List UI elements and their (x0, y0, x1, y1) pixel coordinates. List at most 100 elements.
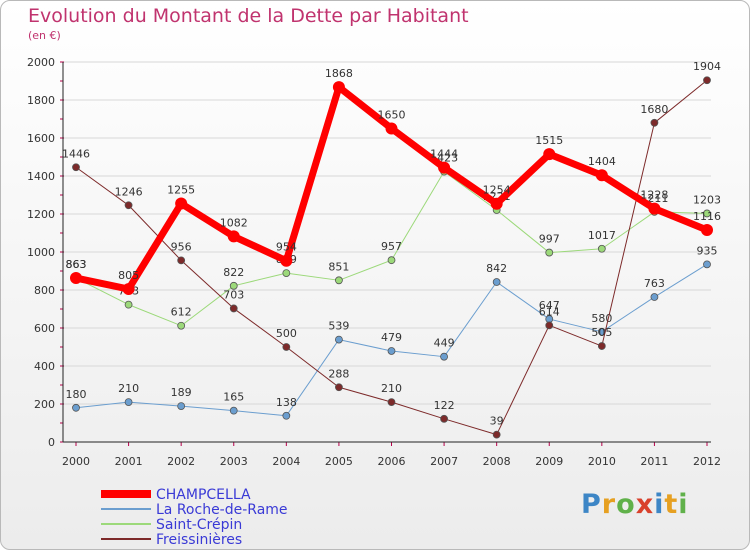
data-point (282, 411, 291, 420)
data-label: 1904 (693, 60, 721, 73)
data-point (229, 406, 238, 415)
data-label: 288 (328, 367, 349, 380)
data-point (72, 163, 80, 172)
data-label: 805 (118, 269, 139, 282)
data-point (280, 254, 293, 267)
x-tick-label: 2002 (167, 455, 195, 468)
data-label: 822 (223, 266, 244, 279)
data-point (229, 281, 238, 290)
legend-label: Saint-Crépin (156, 517, 242, 533)
data-label: 505 (591, 326, 612, 339)
data-point (701, 223, 713, 236)
data-label: 165 (223, 391, 244, 404)
legend-label: La Roche-de-Rame (156, 502, 288, 518)
data-point (177, 402, 186, 410)
data-label: 180 (66, 388, 87, 401)
data-point (124, 201, 133, 210)
data-point (70, 272, 82, 285)
data-label: 1515 (535, 134, 563, 147)
data-point (282, 343, 291, 351)
data-point (490, 197, 503, 210)
data-point (175, 197, 188, 210)
x-tick-label: 2011 (640, 455, 668, 468)
data-label: 612 (171, 306, 192, 319)
data-point (335, 335, 343, 344)
data-point (543, 148, 556, 161)
data-point (335, 276, 343, 285)
x-tick-label: 2009 (535, 455, 563, 468)
data-label: 479 (381, 331, 402, 344)
data-label: 449 (434, 337, 455, 350)
x-tick-label: 2003 (220, 455, 248, 468)
data-point (177, 321, 186, 330)
data-label: 935 (697, 244, 718, 257)
data-label: 703 (223, 288, 244, 301)
data-point (438, 161, 451, 174)
chart-subtitle: (en €) (28, 29, 61, 42)
data-label: 997 (539, 233, 560, 246)
y-tick-label: 400 (34, 360, 55, 373)
x-tick-label: 2006 (378, 455, 406, 468)
legend-label: Freissinières (156, 532, 242, 548)
data-point (385, 122, 398, 135)
proxiti-logo: Proxiti (581, 489, 689, 520)
y-tick-label: 1800 (27, 94, 55, 107)
data-point (387, 398, 396, 407)
data-label: 122 (434, 399, 455, 412)
data-label: 647 (539, 299, 560, 312)
y-tick-label: 2000 (27, 56, 55, 69)
data-point (124, 398, 133, 407)
x-tick-label: 2008 (483, 455, 511, 468)
y-tick-label: 600 (34, 322, 55, 335)
data-point (597, 342, 606, 350)
x-tick-label: 2004 (272, 455, 300, 468)
data-label: 763 (644, 277, 665, 290)
y-tick-label: 0 (48, 436, 55, 449)
x-tick-label: 2012 (693, 455, 721, 468)
data-label: 39 (490, 415, 504, 428)
data-point (545, 248, 554, 257)
data-label: 1680 (640, 103, 668, 116)
data-point (648, 202, 661, 215)
data-label: 614 (539, 305, 560, 318)
data-point (440, 414, 448, 423)
data-label: 580 (591, 312, 612, 325)
data-label: 500 (276, 327, 297, 340)
data-point (492, 430, 501, 439)
x-tick-label: 2001 (115, 455, 143, 468)
x-tick-label: 2007 (430, 455, 458, 468)
data-label: 539 (328, 320, 349, 333)
data-point (387, 347, 396, 355)
data-label: 1254 (483, 184, 511, 197)
data-label: 851 (328, 260, 349, 273)
data-point (332, 81, 345, 94)
data-point (703, 260, 711, 269)
data-label: 842 (486, 262, 507, 275)
data-point (440, 352, 448, 361)
data-label: 1116 (693, 210, 721, 223)
data-label: 1203 (693, 193, 721, 206)
data-label: 1404 (588, 155, 616, 168)
data-label: 956 (171, 240, 192, 253)
data-point (72, 403, 80, 412)
data-label: 1444 (430, 148, 458, 161)
x-tick-label: 2000 (62, 455, 90, 468)
data-label: 1868 (325, 67, 353, 80)
data-label: 954 (276, 241, 297, 254)
x-tick-label: 2005 (325, 455, 353, 468)
data-point (650, 293, 659, 301)
data-point (335, 383, 343, 392)
data-point (545, 321, 554, 330)
y-tick-label: 800 (34, 284, 55, 297)
data-point (177, 256, 186, 265)
y-tick-label: 1200 (27, 208, 55, 221)
data-label: 863 (66, 258, 87, 271)
y-tick-label: 200 (34, 398, 55, 411)
data-point (595, 169, 608, 182)
y-tick-label: 1400 (27, 170, 55, 183)
data-point (650, 118, 659, 127)
y-tick-label: 1600 (27, 132, 55, 145)
chart-title: Evolution du Montant de la Dette par Hab… (28, 5, 469, 27)
